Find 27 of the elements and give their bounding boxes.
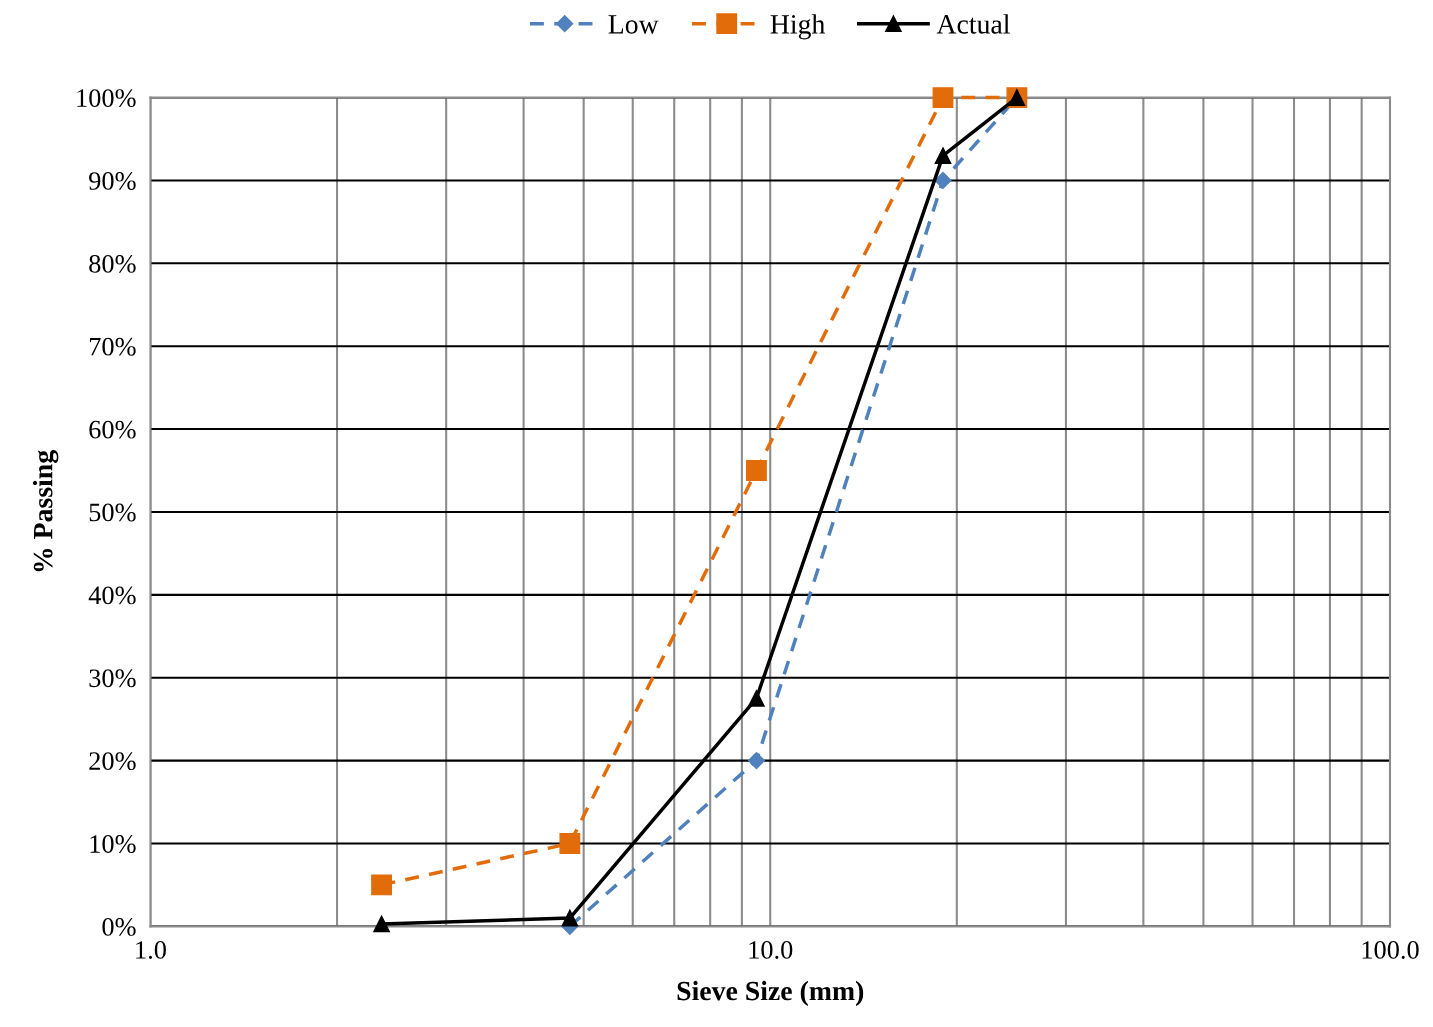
x-tick-label: 100.0	[1362, 941, 1419, 959]
point	[932, 87, 954, 108]
point	[746, 460, 767, 481]
y-tick-label: 50%	[89, 503, 136, 522]
y-tick-label: 40%	[88, 586, 136, 605]
x-tick-label: 10.0	[749, 941, 793, 959]
point	[561, 909, 579, 927]
y-tick-label: 100%	[77, 89, 136, 108]
y-tick-label: 60%	[89, 420, 136, 439]
y-tick-label: 30%	[89, 669, 136, 688]
x-axis-title: Sieve Size (mm)	[677, 980, 864, 1007]
y-tick-label: 10%	[90, 835, 136, 853]
y-tick-label: 80%	[89, 254, 136, 273]
point	[748, 690, 765, 707]
legend-label: Low	[608, 15, 659, 34]
y-tick-label: 90%	[89, 172, 136, 190]
y-axis-title: % Passing	[32, 450, 59, 572]
legend-label: High	[770, 14, 825, 40]
point	[373, 915, 390, 933]
y-tick-label: 70%	[89, 337, 136, 356]
y-tick-label: 20%	[89, 752, 136, 771]
point	[371, 874, 393, 896]
point	[559, 833, 581, 854]
y-tick-label: 0%	[102, 917, 136, 936]
point	[934, 147, 952, 164]
legend-label: Actual	[936, 14, 1010, 34]
x-tick-label: 1.0	[136, 941, 166, 959]
